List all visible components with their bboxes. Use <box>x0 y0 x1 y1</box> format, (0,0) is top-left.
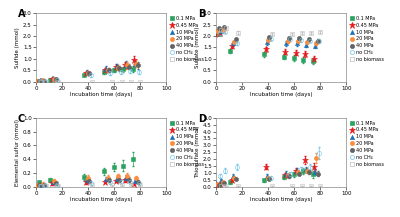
Text: C: C <box>18 113 25 124</box>
Text: D: D <box>198 113 206 124</box>
X-axis label: Incubation time (days): Incubation time (days) <box>250 197 312 202</box>
Legend: 0.1 MPa, 0.45 MPa, 10 MPa, 20 MPa, 40 MPa, no CH₄, no biomass: 0.1 MPa, 0.45 MPa, 10 MPa, 20 MPa, 40 MP… <box>349 120 384 167</box>
Legend: 0.1 MPa, 0.45 MPa, 10 MPa, 20 MPa, 40 MPa, no CH₄, no biomass: 0.1 MPa, 0.45 MPa, 10 MPa, 20 MPa, 40 MP… <box>169 120 204 167</box>
X-axis label: Incubation time (days): Incubation time (days) <box>250 92 312 97</box>
Y-axis label: Elemental sulfur (mmol): Elemental sulfur (mmol) <box>15 119 20 186</box>
X-axis label: Incubation time (days): Incubation time (days) <box>70 197 132 202</box>
X-axis label: Incubation time (days): Incubation time (days) <box>70 92 132 97</box>
Y-axis label: Thiosulfate (mmol): Thiosulfate (mmol) <box>195 126 200 178</box>
Legend: 0.1 MPa, 0.45 MPa, 10 MPa, 20 MPa, 40 MPa, no CH₄, no biomass: 0.1 MPa, 0.45 MPa, 10 MPa, 20 MPa, 40 MP… <box>169 15 204 62</box>
Text: A: A <box>18 9 25 19</box>
Text: B: B <box>198 9 205 19</box>
Y-axis label: Sulfide (mmol): Sulfide (mmol) <box>15 27 20 68</box>
Legend: 0.1 MPa, 0.45 MPa, 10 MPa, 20 MPa, 40 MPa, no CH₄, no biomass: 0.1 MPa, 0.45 MPa, 10 MPa, 20 MPa, 40 MP… <box>349 15 384 62</box>
Y-axis label: Sulfate (mmol): Sulfate (mmol) <box>195 27 200 68</box>
